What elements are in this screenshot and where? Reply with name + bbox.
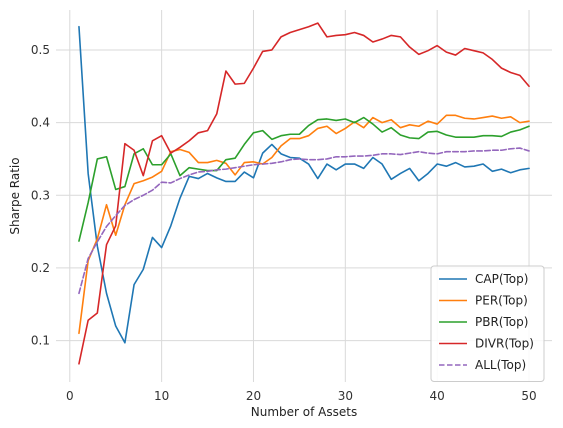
- y-tick-labels: 0.1 0.2 0.3 0.4 0.5: [31, 43, 50, 348]
- x-tick-label: 50: [521, 389, 536, 403]
- series-line-pbr-top: [78, 116, 530, 242]
- legend-label: CAP(Top): [475, 272, 528, 286]
- y-tick-label: 0.2: [31, 261, 50, 275]
- x-tick-labels: 0 10 20 30 40 50: [66, 389, 537, 403]
- legend-label: PBR(Top): [475, 315, 528, 329]
- legend-label: DIVR(Top): [475, 337, 534, 351]
- legend: CAP(Top) PER(Top) PBR(Top) DIVR(Top) ALL(Top…: [430, 265, 545, 382]
- x-axis-label: Number of Assets: [251, 405, 357, 419]
- legend-label: PER(Top): [475, 294, 528, 308]
- y-axis-label: Sharpe Ratio: [8, 157, 22, 234]
- x-tick-label: 30: [338, 389, 353, 403]
- legend-box: [430, 265, 545, 382]
- x-tick-label: 40: [430, 389, 445, 403]
- x-tick-label: 0: [66, 389, 74, 403]
- x-tick-label: 20: [246, 389, 261, 403]
- series-line-all-top: [78, 147, 530, 295]
- y-tick-label: 0.1: [31, 334, 50, 348]
- legend-label: ALL(Top): [475, 358, 526, 372]
- series-line-per-top: [78, 114, 530, 335]
- series-lines: [78, 22, 530, 365]
- series-line-divr-top: [78, 22, 530, 365]
- x-tick-label: 10: [154, 389, 169, 403]
- y-tick-label: 0.3: [31, 188, 50, 202]
- y-tick-label: 0.4: [31, 116, 50, 130]
- y-tick-label: 0.5: [31, 43, 50, 57]
- series-line-cap-top: [78, 25, 530, 344]
